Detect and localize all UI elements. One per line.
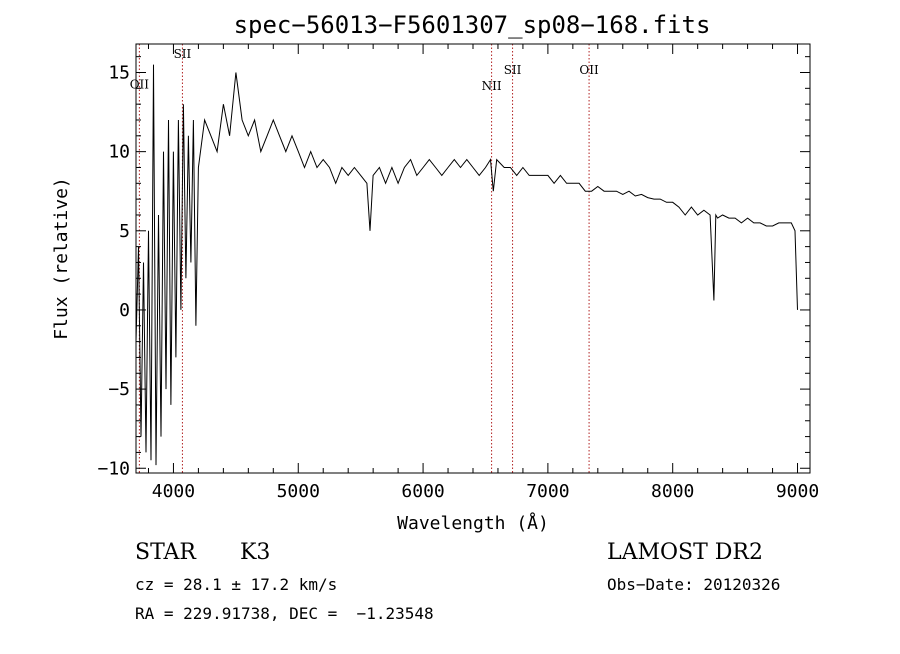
line-marker-label: OII <box>130 77 150 91</box>
y-tick-label: 15 <box>108 62 130 83</box>
spectrum-line <box>135 64 798 466</box>
axis-ticks: 4000 5000 6000 7000 8000 9000 −10 −5 0 5 10 15 <box>97 44 819 502</box>
object-class: STAR <box>135 540 196 565</box>
x-tick-label: 5000 <box>277 481 320 502</box>
x-axis-label: Wavelength (Å) <box>397 512 549 534</box>
y-tick-label: 5 <box>119 221 130 242</box>
x-tick-label: 8000 <box>651 481 694 502</box>
x-tick-label: 4000 <box>152 481 195 502</box>
x-tick-label: 7000 <box>526 481 569 502</box>
y-tick-label: 0 <box>119 300 130 321</box>
line-marker-label: SII <box>504 63 522 77</box>
line-marker-label: OII <box>579 63 599 77</box>
plot-frame <box>135 43 811 474</box>
chart-title: spec−56013−F5601307_sp08−168.fits <box>234 11 711 39</box>
x-tick-label: 6000 <box>401 481 444 502</box>
survey-name: LAMOST DR2 <box>607 540 763 565</box>
y-tick-label: 10 <box>108 142 130 163</box>
line-marker-label: NII <box>482 79 502 93</box>
spectrum-series <box>135 64 798 466</box>
x-tick-label: 9000 <box>776 481 819 502</box>
observation-date: Obs−Date: 20120326 <box>607 575 781 594</box>
y-axis-label: Flux (relative) <box>51 177 72 340</box>
object-subclass: K3 <box>240 540 271 565</box>
redshift-velocity: cz = 28.1 ± 17.2 km/s <box>135 575 338 594</box>
y-tick-label: −10 <box>97 458 130 479</box>
y-tick-label: −5 <box>108 379 130 400</box>
coordinates: RA = 229.91738, DEC = −1.23548 <box>135 604 434 623</box>
line-marker-label: SII <box>174 47 192 61</box>
